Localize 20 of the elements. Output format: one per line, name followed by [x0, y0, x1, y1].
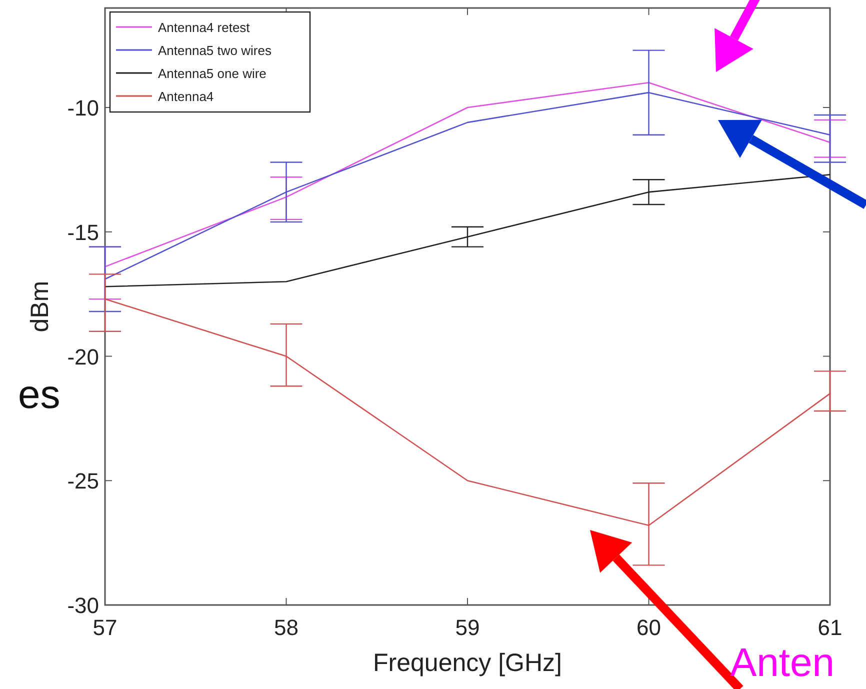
x-tick-label: 57 [92, 615, 118, 640]
legend-label: Antenna4 [158, 89, 214, 104]
y-tick-label: -15 [67, 220, 99, 245]
x-tick-label: 59 [455, 615, 480, 640]
y-tick-label: -10 [67, 96, 99, 120]
y-axis-title: dBm [26, 280, 54, 332]
y-tick-label: -20 [67, 344, 99, 370]
y-tick-label: -30 [67, 593, 99, 618]
x-tick-label: 60 [636, 615, 661, 640]
x-tick-label: 58 [274, 615, 298, 640]
line-series [104, 174, 831, 288]
text: es [18, 373, 60, 417]
line-series [104, 298, 831, 526]
x-tick-label: 61 [818, 615, 842, 640]
text: Anten [730, 641, 835, 685]
legend-label: Antenna5 one wire [158, 66, 266, 81]
legend-label: Antenna4 retest [158, 20, 250, 35]
legend-label: Antenna5 two wires [158, 43, 272, 58]
y-tick-label: -25 [67, 468, 99, 494]
x-axis-title: Frequency [GHz] [373, 649, 562, 677]
